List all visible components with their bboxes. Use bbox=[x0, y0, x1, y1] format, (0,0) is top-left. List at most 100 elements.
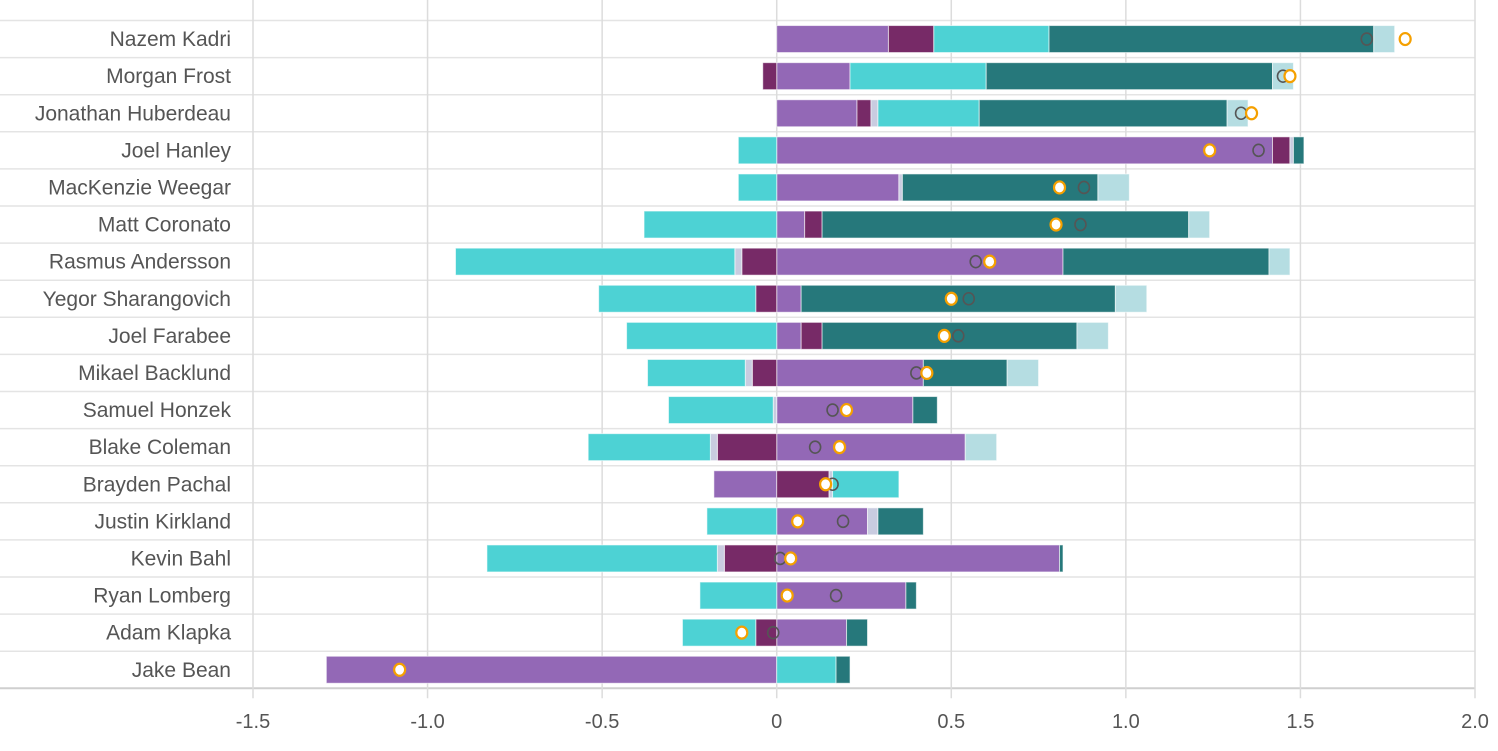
category-label: Mikael Backlund bbox=[78, 362, 231, 385]
bar-segment bbox=[887, 25, 935, 54]
marker-orange bbox=[1244, 106, 1259, 121]
bar-segment bbox=[776, 655, 837, 684]
bar-segment bbox=[776, 136, 1273, 165]
bar-segment bbox=[776, 25, 889, 54]
bar-segment bbox=[800, 321, 823, 350]
marker-orange bbox=[818, 477, 833, 492]
markers bbox=[393, 31, 1412, 677]
bar-segment bbox=[762, 62, 778, 91]
bar-segment bbox=[1114, 284, 1148, 313]
bar-segment bbox=[776, 173, 900, 202]
category-label: Matt Coronato bbox=[98, 214, 231, 237]
bar-segment bbox=[734, 247, 743, 276]
category-label: Jake Bean bbox=[132, 659, 231, 682]
marker-orange bbox=[780, 588, 794, 603]
bar-segment bbox=[776, 433, 966, 462]
marker-orange bbox=[735, 625, 749, 640]
bar-segment bbox=[1271, 136, 1291, 165]
marker-orange bbox=[1398, 31, 1412, 47]
category-label: Kevin Bahl bbox=[131, 547, 231, 570]
bar-segment bbox=[755, 284, 778, 313]
marker-grey bbox=[826, 403, 839, 417]
marker-orange bbox=[832, 440, 847, 455]
bar-segment bbox=[737, 136, 778, 165]
marker-grey bbox=[829, 588, 843, 603]
bar-segment bbox=[776, 321, 802, 350]
bar-segment bbox=[776, 247, 1064, 276]
bar-segment bbox=[800, 284, 1116, 313]
bar-segment bbox=[1292, 136, 1305, 165]
bar-segment bbox=[870, 99, 879, 128]
bar-segment bbox=[667, 396, 774, 425]
x-tick-label: 1.0 bbox=[1112, 711, 1140, 733]
marker-grey bbox=[766, 625, 780, 640]
bar-segment bbox=[755, 618, 778, 647]
marker-grey bbox=[1360, 32, 1374, 46]
bar-segment bbox=[821, 210, 1190, 239]
bar-segment bbox=[723, 544, 778, 573]
bar-segment bbox=[776, 618, 848, 647]
bar-segment bbox=[776, 507, 868, 536]
bar-segment bbox=[744, 358, 753, 387]
y-axis-labels: Nazem Kadri Morgan Frost Jonathan Huberdea… bbox=[35, 28, 232, 682]
bar-segment bbox=[455, 247, 736, 276]
bar-segment bbox=[737, 173, 778, 202]
category-label: Justin Kirkland bbox=[94, 510, 231, 533]
bar-segment bbox=[1076, 321, 1109, 350]
marker-grey bbox=[808, 440, 822, 454]
bar-segment bbox=[647, 358, 746, 387]
x-tick-label: 0.5 bbox=[937, 711, 965, 733]
bar-segment bbox=[1268, 247, 1291, 276]
marker-orange bbox=[920, 365, 934, 381]
x-tick-label: 0 bbox=[771, 711, 782, 733]
marker-grey bbox=[951, 329, 965, 343]
x-tick-label: 2.0 bbox=[1461, 711, 1489, 733]
category-label: Jonathan Huberdeau bbox=[35, 102, 231, 125]
marker-grey bbox=[1252, 143, 1265, 158]
bar-segment bbox=[1048, 25, 1375, 54]
marker-orange bbox=[1283, 69, 1297, 84]
x-axis-labels: -1.5 -1.0 -0.5 0 0.5 1.0 1.5 2.0 bbox=[236, 711, 1489, 733]
bar-segment bbox=[598, 284, 757, 313]
category-label: Joel Farabee bbox=[108, 325, 231, 348]
bar-segment bbox=[1059, 544, 1064, 573]
bar-segment bbox=[626, 321, 778, 350]
bar-segment bbox=[772, 396, 778, 425]
bar-segment bbox=[905, 581, 917, 610]
bar-segment bbox=[1226, 99, 1249, 128]
category-label: Blake Coleman bbox=[89, 436, 231, 459]
marker-orange bbox=[1203, 143, 1217, 158]
marker-grey bbox=[836, 514, 850, 529]
bar-segment bbox=[776, 62, 851, 91]
category-label: Joel Hanley bbox=[121, 139, 231, 162]
bar-segment bbox=[877, 99, 980, 128]
bar-segment bbox=[709, 433, 718, 462]
marker-grey bbox=[1077, 180, 1091, 195]
x-tick-label: -1.5 bbox=[236, 711, 270, 733]
category-label: Rasmus Andersson bbox=[49, 251, 231, 274]
category-label: Samuel Honzek bbox=[83, 399, 232, 422]
bar-segment bbox=[1062, 247, 1270, 276]
category-label: Brayden Pachal bbox=[83, 473, 231, 496]
bar-segment bbox=[1006, 358, 1040, 387]
bar-segment bbox=[898, 173, 903, 202]
bar-segment bbox=[933, 25, 1050, 54]
bars bbox=[325, 25, 1396, 684]
bar-segment bbox=[716, 544, 725, 573]
marker-orange bbox=[937, 328, 951, 343]
category-label: MacKenzie Weegar bbox=[48, 176, 231, 199]
marker-grey bbox=[1074, 217, 1087, 232]
bar-segment bbox=[964, 433, 998, 462]
category-label: Adam Klapka bbox=[106, 622, 231, 645]
bar-segment bbox=[832, 470, 900, 499]
bar-segment bbox=[978, 99, 1228, 128]
marker-grey bbox=[962, 291, 976, 306]
marker-orange bbox=[791, 514, 805, 529]
category-label: Nazem Kadri bbox=[110, 28, 231, 51]
bar-segment bbox=[699, 581, 778, 610]
bar-segment bbox=[856, 99, 872, 128]
category-label: Morgan Frost bbox=[106, 65, 231, 88]
marker-orange bbox=[944, 291, 958, 306]
bar-segment bbox=[985, 62, 1273, 91]
